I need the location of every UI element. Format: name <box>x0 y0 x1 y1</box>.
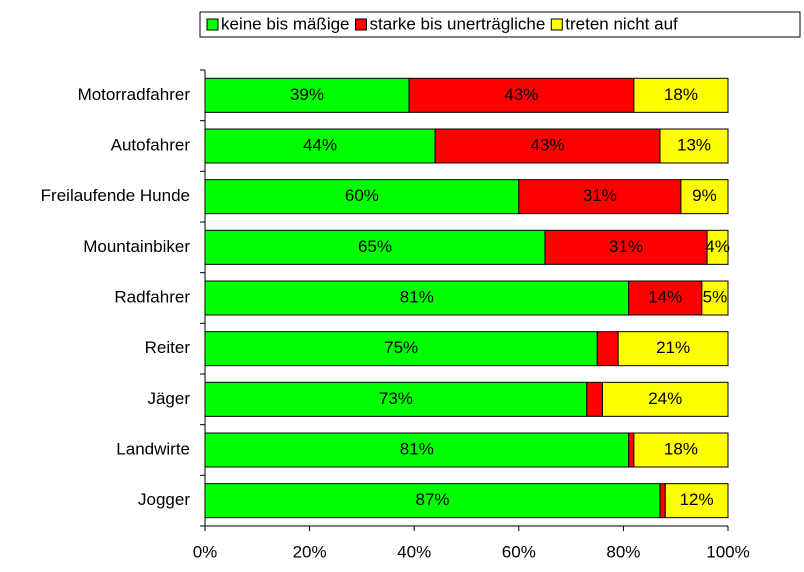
bar-segment <box>204 280 630 316</box>
data-label: 31% <box>583 186 617 205</box>
data-label: 13% <box>677 135 711 154</box>
data-label: 21% <box>656 338 690 357</box>
x-tick-label: 20% <box>293 542 327 561</box>
bar-segment <box>544 229 708 265</box>
data-label: 65% <box>358 237 392 256</box>
data-label: 18% <box>664 439 698 458</box>
bar-segment <box>628 280 703 316</box>
bar-segment <box>664 483 729 519</box>
y-tick-label: Autofahrer <box>111 135 191 154</box>
legend-label: starke bis unerträgliche <box>370 14 546 33</box>
data-label: 31% <box>609 237 643 256</box>
bar-segment <box>633 77 729 113</box>
data-label: 12% <box>680 490 714 509</box>
data-label: 81% <box>400 439 434 458</box>
bar-segment <box>617 331 729 367</box>
bar-segment <box>680 179 729 215</box>
bar-segment <box>204 179 520 215</box>
data-label: 60% <box>345 186 379 205</box>
x-tick-label: 100% <box>706 542 749 561</box>
legend-label: treten nicht auf <box>565 14 678 33</box>
y-tick-label: Landwirte <box>116 439 190 458</box>
x-tick-label: 40% <box>397 542 431 561</box>
data-label: 18% <box>664 85 698 104</box>
bar-segment <box>204 381 588 417</box>
x-tick-label: 80% <box>606 542 640 561</box>
bar-segment <box>434 128 661 164</box>
bar-segment <box>659 128 729 164</box>
data-label: 24% <box>648 389 682 408</box>
data-label: 73% <box>379 389 413 408</box>
y-tick-label: Motorradfahrer <box>78 85 191 104</box>
bar-segment <box>628 432 635 468</box>
bar-segment <box>596 331 619 367</box>
bar-segment <box>204 331 598 367</box>
data-label: 75% <box>384 338 418 357</box>
x-tick-label: 60% <box>502 542 536 561</box>
data-label: 43% <box>531 135 565 154</box>
data-label: 87% <box>415 490 449 509</box>
data-label: 39% <box>290 85 324 104</box>
bar-segment <box>204 432 630 468</box>
data-label: 5% <box>703 287 728 306</box>
x-tick-label: 0% <box>193 542 218 561</box>
bar-segment <box>601 381 729 417</box>
legend-swatch <box>355 18 368 31</box>
bar-segment <box>204 77 410 113</box>
data-label: 9% <box>692 186 717 205</box>
legend-swatch <box>206 18 219 31</box>
bar-segment <box>633 432 729 468</box>
bar-segment <box>204 483 661 519</box>
y-tick-label: Reiter <box>145 338 191 357</box>
data-label: 44% <box>303 135 337 154</box>
y-tick-label: Radfahrer <box>114 287 190 306</box>
data-label: 81% <box>400 287 434 306</box>
legend-box <box>199 11 801 38</box>
bar-segment <box>659 483 666 519</box>
bar-segment <box>706 229 729 265</box>
bar-segment <box>408 77 635 113</box>
legend-swatch <box>550 18 563 31</box>
y-tick-label: Freilaufende Hunde <box>41 186 190 205</box>
data-label: 14% <box>648 287 682 306</box>
y-tick-label: Jogger <box>138 490 190 509</box>
y-tick-label: Mountainbiker <box>83 237 190 256</box>
bar-segment <box>701 280 729 316</box>
bar-segment <box>586 381 603 417</box>
data-label: 4% <box>705 237 730 256</box>
data-label: 43% <box>504 85 538 104</box>
legend-label: keine bis mäßige <box>221 14 350 33</box>
y-tick-label: Jäger <box>147 389 190 408</box>
